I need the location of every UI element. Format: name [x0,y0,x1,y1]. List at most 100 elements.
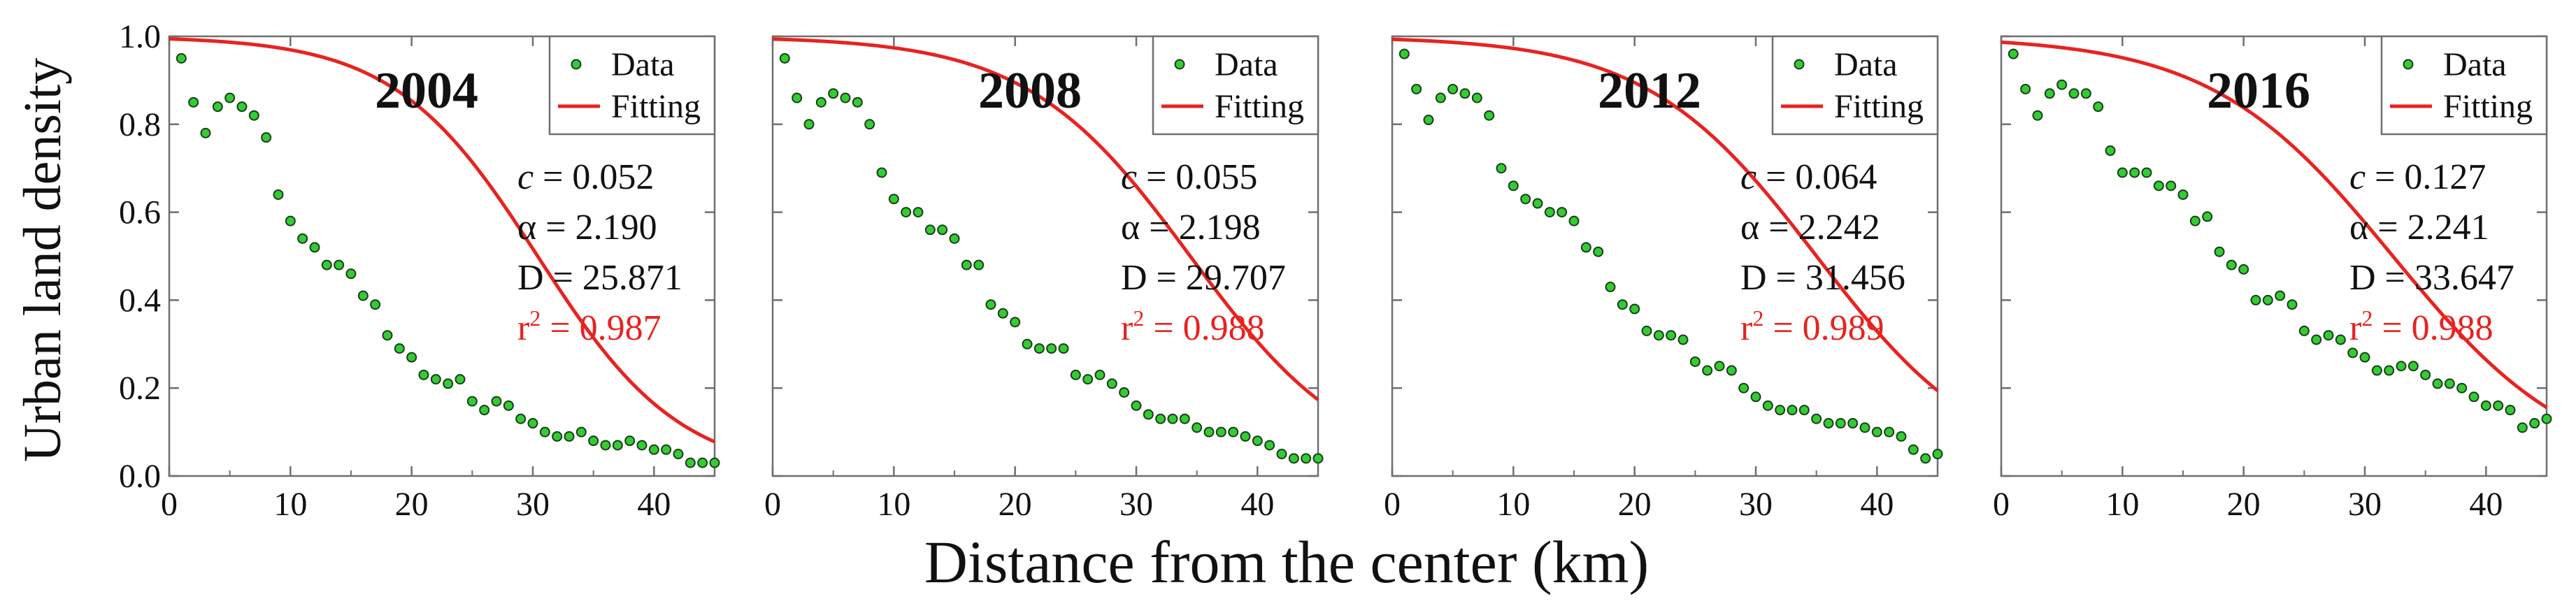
chart-panel-2008: 0 10 20 30 40 2008 Data Fitting c = 0.055 α = 2.1… [764,35,1324,523]
y-tick-label: 0.4 [119,282,161,319]
data-point [1215,426,1226,438]
data-point [564,431,575,442]
data-point [273,189,284,200]
data-point [1884,426,1895,438]
data-point [1750,391,1761,403]
data-point [357,290,368,301]
data-point [815,96,827,108]
y-axis-label: Urban land density [13,58,72,462]
data-point [852,96,863,108]
fitting-curve [169,37,716,444]
legend-fit-label: Fitting [611,88,701,125]
chart-panel-2012: 0 10 20 30 40 2012 Data Fitting c = 0.064 α = 2.2… [1384,35,1943,523]
y-tick-label: 1.0 [119,18,161,55]
data-point [588,435,599,447]
data-point [709,457,720,468]
data-point [2262,294,2273,305]
param-alpha: α = 2.242 [1740,208,1880,247]
x-tick-label: 10 [273,486,307,523]
data-point [2117,167,2128,178]
data-point [1775,405,1786,416]
data-point [345,268,357,280]
data-point [1411,83,1422,94]
data-point [1447,83,1459,94]
data-point [1908,444,1919,455]
legend-data-label: Data [1215,46,1278,83]
data-point [1896,431,1907,442]
data-point [997,308,1008,319]
chart-panel-2016: 0 10 20 30 40 2016 Data Fitting c = 0.127 α = 2.2… [1993,35,2552,523]
data-point [2202,211,2213,222]
data-point [924,224,936,236]
data-point [1276,449,1287,460]
param-alpha: α = 2.198 [1121,208,1261,247]
param-D: D = 25.871 [517,258,682,298]
data-point [1131,400,1142,411]
data-point [1459,88,1471,99]
panel-year-title: 2008 [978,62,1082,120]
param-c: c = 0.055 [1121,157,1257,197]
data-point [430,374,441,385]
data-point [1666,330,1677,341]
plot-frame [2000,35,2548,477]
data-point [2056,79,2068,90]
data-point [2359,352,2370,363]
data-point [1203,426,1215,438]
param-D: D = 33.647 [2349,258,2514,298]
data-point [1167,413,1178,424]
data-point [600,440,611,451]
y-tick-label: 0.0 [119,458,161,495]
data-point [1143,409,1154,420]
data-point [1070,369,1081,380]
data-point [949,233,960,244]
data-point [864,119,875,130]
data-point [2396,361,2407,372]
data-point [2432,378,2443,389]
x-tick-label: 20 [1618,486,1652,523]
data-point [370,299,381,310]
legend-box [1152,35,1319,136]
data-point [685,457,696,468]
data-point [2044,88,2055,99]
data-point [176,52,187,64]
x-tick-label: 20 [2227,486,2261,523]
y-tick-label: 0.6 [119,194,161,231]
chart-panel-2004: 0 10 20 30 40 0.0 0.2 0.4 0.6 0.8 1.0 2004 Data Fitti… [119,18,720,523]
data-point [2335,334,2346,345]
data-point [261,132,272,143]
legend-data-label: Data [611,46,675,83]
data-point [2008,48,2019,59]
data-point [443,378,454,389]
data-point [1119,387,1130,398]
data-point [876,167,887,178]
data-point [2444,378,2455,389]
data-point [455,374,466,385]
param-c: c = 0.052 [517,157,654,197]
data-point [2080,88,2091,99]
data-point [1920,453,1931,464]
fitting-curve [1391,37,1939,392]
param-c: c = 0.127 [2349,157,2486,197]
data-point [1082,374,1094,385]
x-tick-label: 10 [877,486,910,523]
data-point [2214,246,2225,257]
legend-data-label: Data [1834,46,1898,83]
data-point [334,259,345,271]
data-point [779,52,790,64]
data-point [1520,194,1531,205]
data-point [236,101,248,113]
data-point [2153,180,2164,192]
data-point [2177,189,2189,200]
data-point [2298,325,2310,336]
legend-box [1771,35,1939,136]
data-point [527,418,538,429]
data-point [1033,343,1045,354]
data-point [661,444,672,455]
data-point [1677,334,1689,345]
legend-data-marker [1174,59,1185,70]
data-point [2250,294,2261,305]
x-tick-label: 0 [764,486,781,523]
x-tick-label: 10 [2105,486,2139,523]
data-point [2323,330,2334,341]
data-point [803,119,815,130]
